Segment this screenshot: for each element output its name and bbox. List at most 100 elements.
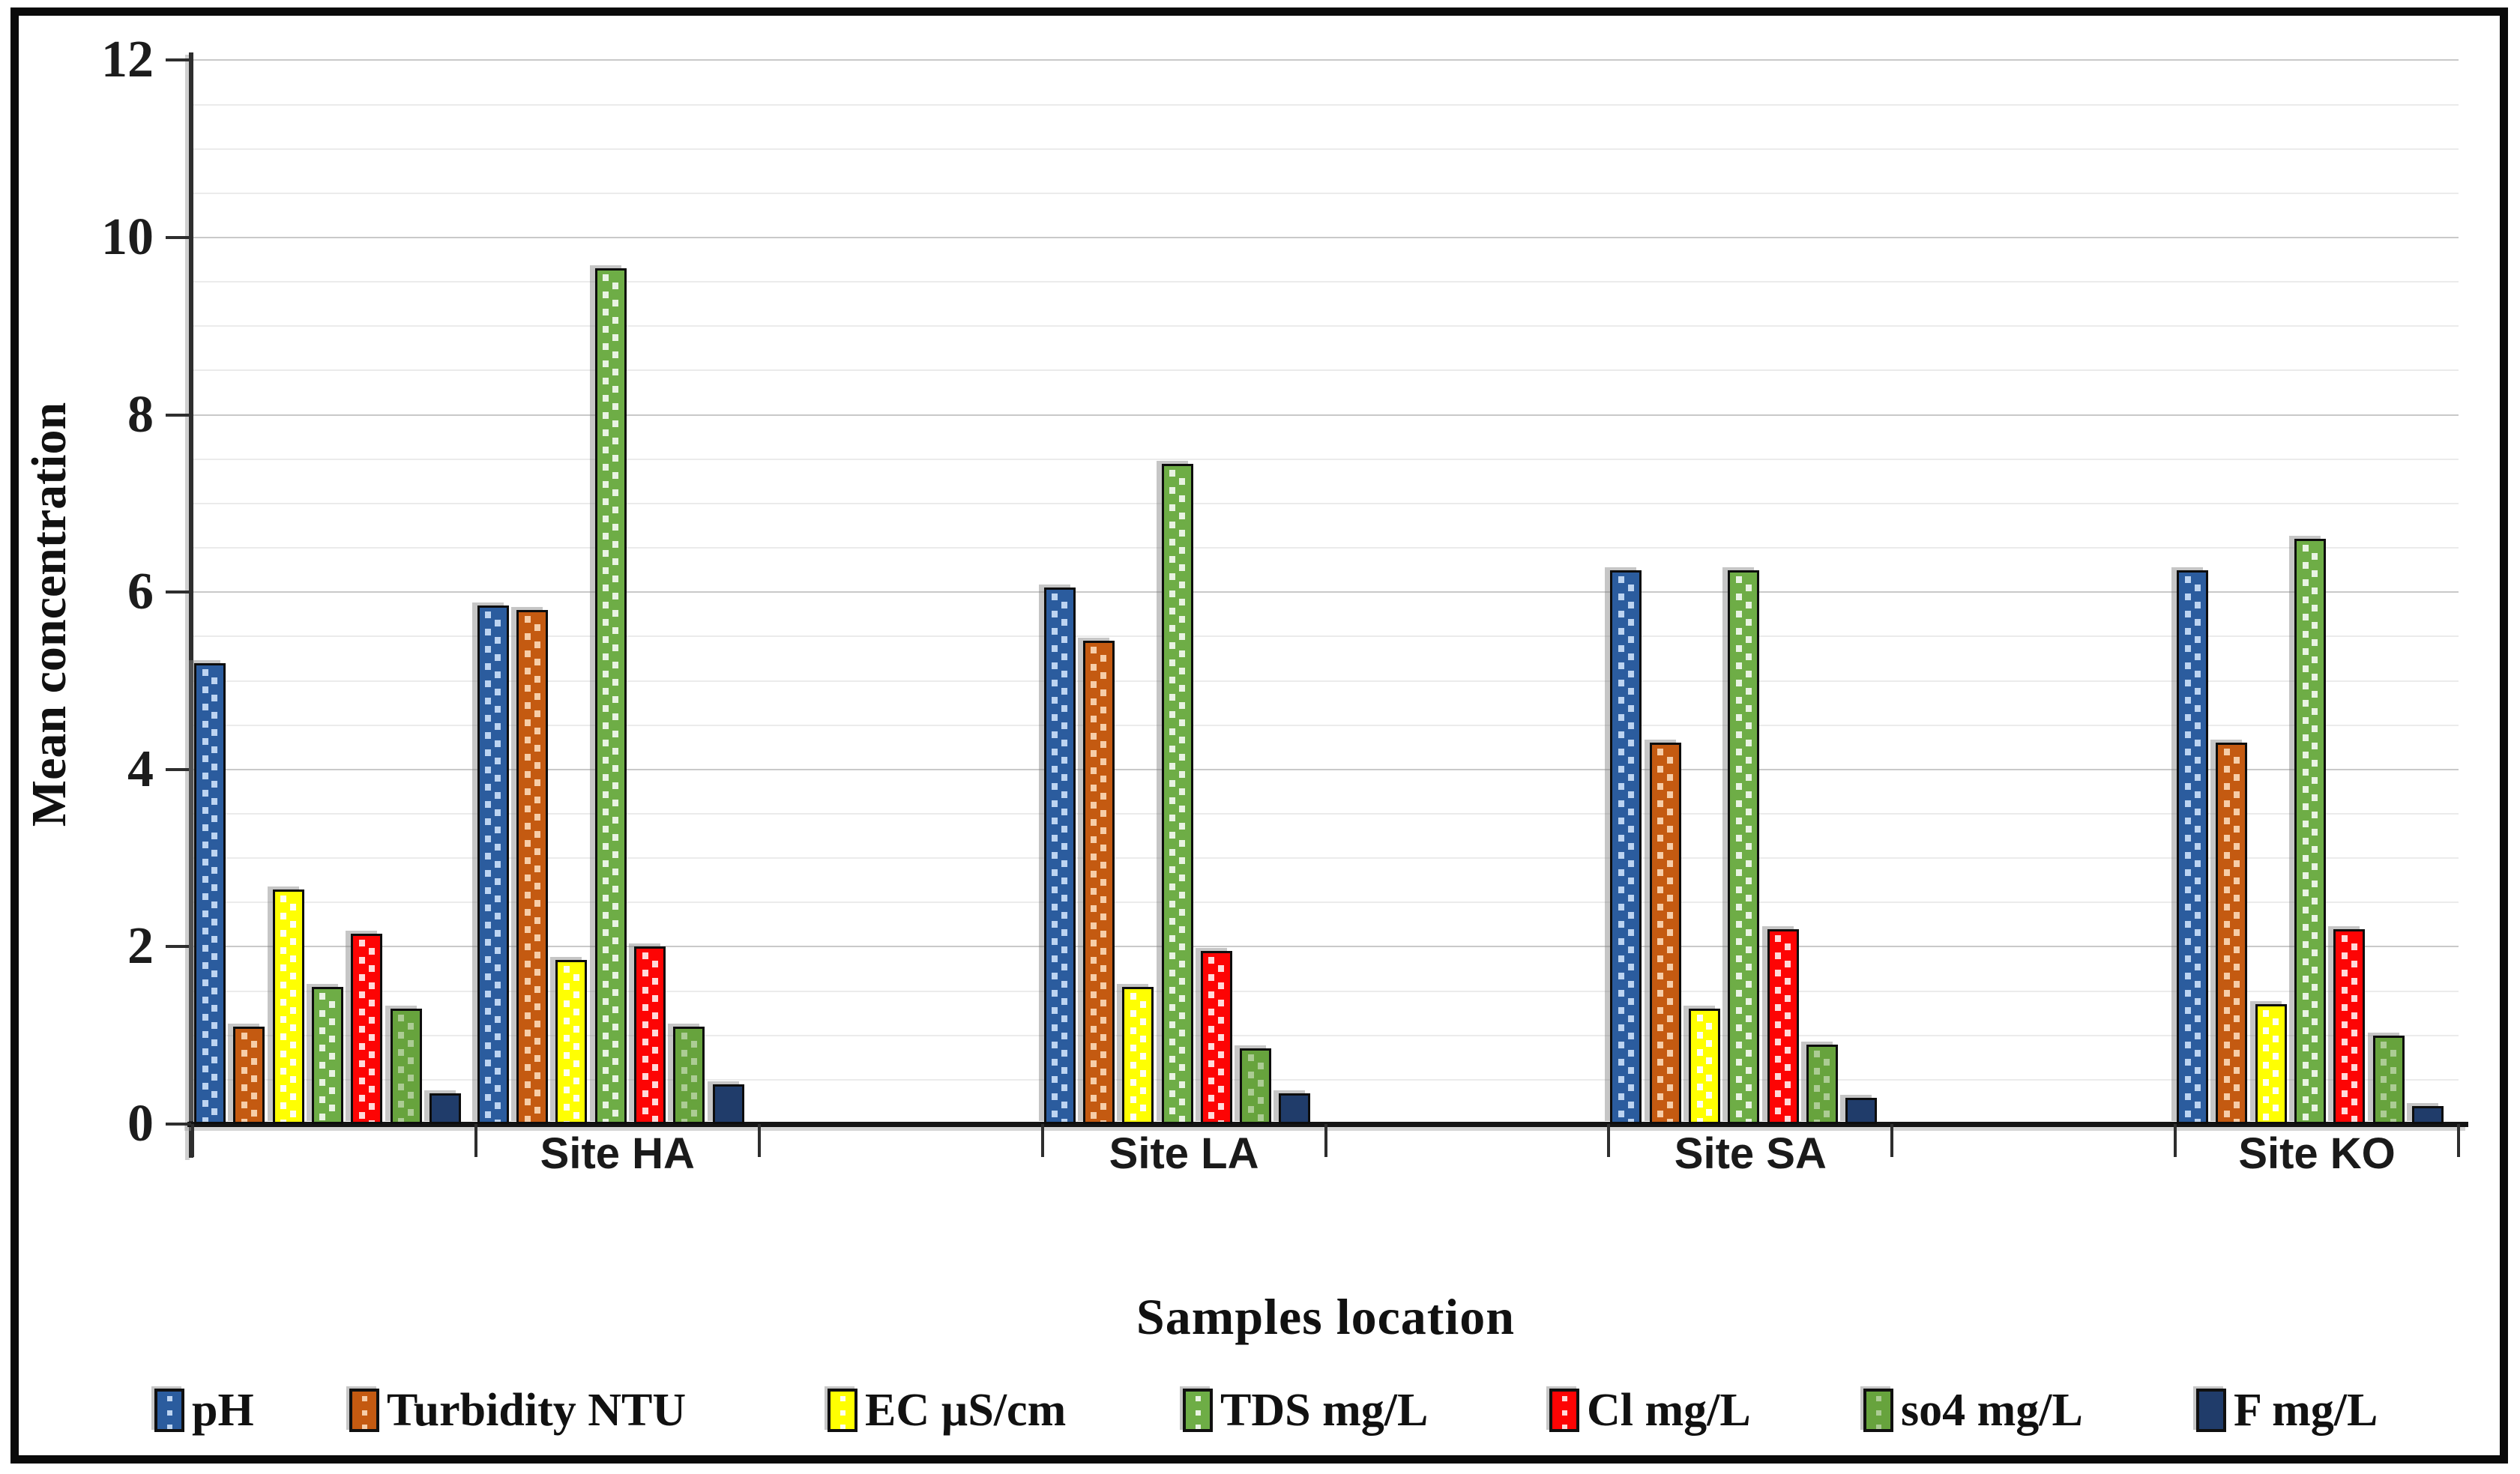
- minor-gridline-10.5: [193, 192, 2459, 194]
- y-tick-label-4: 4: [127, 740, 154, 798]
- x-tick-7: [2174, 1124, 2177, 1157]
- minor-gridline-3.5: [193, 812, 2459, 815]
- x-tick-3: [1040, 1124, 1044, 1157]
- bar-f-mg-l-site-sa: [1845, 1097, 1878, 1124]
- minor-gridline-8.5: [193, 369, 2459, 372]
- legend-swatch-turbidity-ntu: [349, 1389, 379, 1432]
- minor-gridline-7: [193, 502, 2459, 504]
- minor-gridline-11.5: [193, 103, 2459, 106]
- bar-turbidity-ntu-site-la: [1082, 641, 1115, 1124]
- legend-item-turbidity-ntu: Turbidity NTU: [349, 1383, 686, 1437]
- y-tick-12: [166, 58, 191, 62]
- y-tick-8: [166, 413, 191, 417]
- legend-swatch-tds-mg-l: [1183, 1389, 1213, 1432]
- bar-ph--unlabeled-: [194, 662, 226, 1124]
- legend-item-ph: pH: [154, 1383, 254, 1437]
- bar-ec-s-cm--unlabeled-: [272, 889, 304, 1124]
- legend-item-tds-mg-l: TDS mg/L: [1183, 1383, 1428, 1437]
- bar-tds-mg-l--unlabeled-: [311, 986, 343, 1124]
- figure-frame: [10, 7, 2508, 1464]
- bar-cl-mg-l--unlabeled-: [351, 933, 383, 1124]
- legend-label-turbidity-ntu: Turbidity NTU: [387, 1385, 687, 1436]
- minor-gridline-9: [193, 325, 2459, 327]
- x-tick-label-site-ko: Site KO: [2238, 1129, 2396, 1178]
- y-tick-label-0: 0: [127, 1095, 154, 1153]
- bar-tds-mg-l-site-la: [1161, 463, 1193, 1124]
- bar-ec-s-cm-site-la: [1122, 986, 1154, 1124]
- legend-label-tds-mg-l: TDS mg/L: [1220, 1385, 1429, 1436]
- bar-ec-s-cm-site-ha: [555, 960, 588, 1124]
- x-tick-0: [191, 1124, 194, 1157]
- minor-gridline-11: [193, 148, 2459, 150]
- y-tick-label-12: 12: [101, 31, 154, 89]
- bar-f-mg-l-site-la: [1279, 1093, 1311, 1124]
- x-tick-8: [2457, 1124, 2460, 1157]
- bar-tds-mg-l-site-ha: [594, 268, 627, 1124]
- major-gridline-2: [193, 946, 2459, 948]
- legend-swatch-ec-s-cm: [828, 1389, 857, 1432]
- y-tick-10: [166, 236, 191, 239]
- minor-gridline-1.5: [193, 990, 2459, 992]
- bar-so4-mg-l--unlabeled-: [390, 1009, 422, 1124]
- minor-gridline-9.5: [193, 281, 2459, 283]
- minor-gridline-5: [193, 680, 2459, 682]
- legend-item-f-mg-l: F mg/L: [2196, 1383, 2378, 1437]
- legend-label-cl-mg-l: Cl mg/L: [1587, 1385, 1751, 1436]
- x-axis-title: Samples location: [1136, 1288, 1516, 1345]
- minor-gridline-5.5: [193, 635, 2459, 638]
- bar-f-mg-l-site-ha: [712, 1084, 744, 1124]
- major-gridline-4: [193, 768, 2459, 770]
- x-tick-label-site-sa: Site SA: [1674, 1129, 1827, 1178]
- bar-turbidity-ntu--unlabeled-: [233, 1026, 265, 1124]
- y-tick-label-10: 10: [101, 208, 154, 266]
- bar-cl-mg-l-site-la: [1200, 951, 1232, 1124]
- bar-ec-s-cm-site-sa: [1688, 1009, 1720, 1124]
- bar-so4-mg-l-site-ha: [673, 1026, 705, 1124]
- bar-turbidity-ntu-site-ha: [516, 609, 549, 1124]
- bar-so4-mg-l-site-la: [1240, 1048, 1272, 1124]
- major-gridline-6: [193, 591, 2459, 593]
- bar-cl-mg-l-site-ha: [634, 946, 666, 1124]
- x-tick-label-site-la: Site LA: [1109, 1129, 1259, 1178]
- bar-tds-mg-l-site-ko: [2294, 539, 2327, 1124]
- legend-label-ec-s-cm: EC µS/cm: [865, 1385, 1067, 1436]
- major-gridline-8: [193, 414, 2459, 416]
- legend-swatch-ph: [154, 1389, 184, 1432]
- minor-gridline-7.5: [193, 458, 2459, 460]
- y-tick-label-6: 6: [127, 563, 154, 621]
- x-tick-4: [1324, 1124, 1327, 1157]
- legend-item-ec-s-cm: EC µS/cm: [828, 1383, 1066, 1437]
- y-axis-line: [189, 52, 193, 1158]
- major-gridline-12: [193, 59, 2459, 61]
- y-tick-0: [166, 1123, 191, 1126]
- bar-ph-site-sa: [1610, 570, 1642, 1124]
- x-tick-1: [474, 1124, 477, 1157]
- bar-f-mg-l-site-ko: [2411, 1106, 2444, 1124]
- x-axis-line: [187, 1122, 2468, 1127]
- major-gridline-10: [193, 237, 2459, 238]
- bar-ph-site-ko: [2177, 570, 2209, 1124]
- legend-item-so4-mg-l: so4 mg/L: [1863, 1383, 2083, 1437]
- legend-swatch-cl-mg-l: [1549, 1389, 1579, 1432]
- x-tick-5: [1607, 1124, 1611, 1157]
- minor-gridline-1: [193, 1034, 2459, 1036]
- bar-turbidity-ntu-site-sa: [1649, 743, 1681, 1124]
- bar-tds-mg-l-site-sa: [1728, 570, 1760, 1124]
- legend-swatch-so4-mg-l: [1863, 1389, 1893, 1432]
- y-tick-label-2: 2: [127, 917, 154, 976]
- bar-cl-mg-l-site-ko: [2333, 928, 2366, 1124]
- minor-gridline-0.5: [193, 1078, 2459, 1081]
- bar-ph-site-la: [1043, 588, 1076, 1124]
- minor-gridline-2.5: [193, 901, 2459, 904]
- legend-item-cl-mg-l: Cl mg/L: [1549, 1383, 1751, 1437]
- x-tick-6: [1890, 1124, 1894, 1157]
- y-tick-4: [166, 767, 191, 771]
- legend-label-so4-mg-l: so4 mg/L: [1901, 1385, 2083, 1436]
- minor-gridline-3: [193, 857, 2459, 860]
- bar-turbidity-ntu-site-ko: [2216, 743, 2248, 1124]
- minor-gridline-6.5: [193, 547, 2459, 549]
- bar-so4-mg-l-site-sa: [1806, 1044, 1838, 1124]
- bar-so4-mg-l-site-ko: [2372, 1035, 2405, 1124]
- bar-ec-s-cm-site-ko: [2255, 1004, 2287, 1124]
